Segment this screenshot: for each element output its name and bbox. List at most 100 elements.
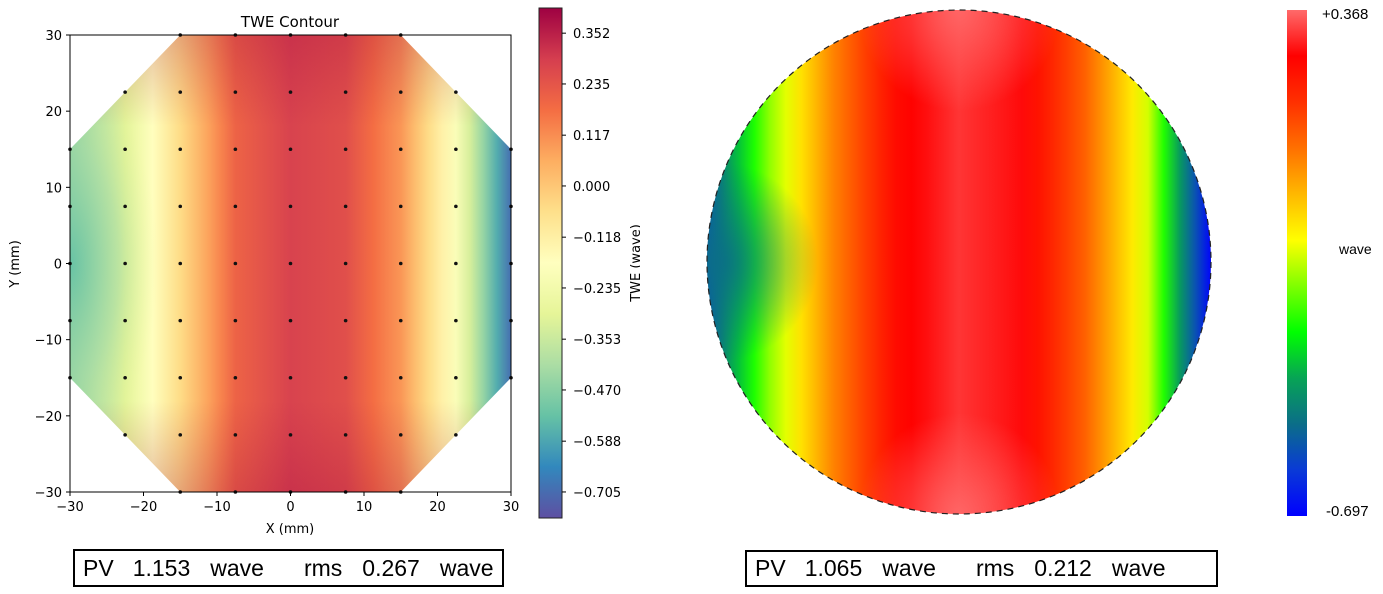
- colorbar-max-label: +0.368: [1322, 6, 1369, 23]
- sample-point: [123, 318, 127, 323]
- pv-label: PV: [755, 555, 786, 581]
- sample-point: [343, 261, 348, 266]
- right-stats-box: PV 1.065 wave rms 0.212 wave: [745, 550, 1218, 587]
- colorbar-unit-label: wave: [1339, 241, 1372, 257]
- x-axis-label: X (mm): [266, 522, 315, 537]
- x-axis: −30 −20 −10 0 10 20 30: [56, 492, 519, 515]
- sample-point: [454, 147, 458, 152]
- sample-point: [288, 375, 293, 380]
- pv-unit: wave: [882, 555, 936, 581]
- y-tick-label: −10: [35, 334, 62, 349]
- x-tick-label: −10: [203, 500, 230, 515]
- sample-point: [343, 147, 348, 152]
- rms-unit: wave: [1111, 555, 1166, 581]
- y-axis-label: Y (mm): [8, 240, 23, 289]
- rms-unit: wave: [439, 554, 494, 581]
- colorbar-tick-label: 0.235: [573, 78, 610, 93]
- colorbar-tick-label: 0.352: [573, 27, 610, 42]
- plot-area: −30 −20 −10 0 10 20 30 −30 −20 −10 0 10 20 30: [35, 29, 520, 515]
- y-tick-label: −20: [35, 410, 62, 425]
- y-tick-label: 30: [45, 29, 62, 44]
- colorbar-tick-label: 0.000: [573, 180, 610, 195]
- colorbar-label: TWE (wave): [629, 224, 640, 303]
- sample-point: [233, 375, 238, 380]
- pv-value: 1.153: [132, 554, 191, 581]
- colorbar-tick-label: −0.118: [573, 231, 621, 246]
- wavefront-disc: [707, 10, 1211, 514]
- pv-unit: wave: [210, 554, 264, 581]
- sample-point: [123, 261, 127, 266]
- rms-label: rms: [975, 555, 1015, 581]
- sample-point: [454, 204, 458, 209]
- pv-label: PV: [83, 554, 114, 581]
- colorbar-min-label: -0.697: [1326, 503, 1369, 520]
- colorbar: 0.352 0.235 0.117 0.000 −0.118 −0.235 −0.353 −0…: [538, 7, 640, 519]
- colorbar-tick-label: −0.470: [573, 384, 621, 399]
- sample-point: [343, 375, 348, 380]
- sample-point: [288, 204, 293, 209]
- sample-point: [178, 261, 183, 266]
- sample-point: [233, 204, 238, 209]
- x-tick-label: −30: [56, 500, 83, 515]
- sample-point: [178, 375, 183, 380]
- sample-point: [454, 318, 458, 323]
- sample-point: [123, 433, 127, 437]
- colorbar-tick-label: −0.235: [573, 282, 621, 297]
- pv-value: 1.065: [804, 555, 863, 581]
- sample-point: [343, 318, 348, 323]
- sample-point: [343, 204, 348, 209]
- sample-point: [454, 90, 458, 94]
- sample-point: [454, 433, 458, 437]
- sample-point: [123, 90, 127, 94]
- x-tick-label: 0: [286, 500, 294, 515]
- sample-point: [233, 261, 238, 266]
- sample-point: [178, 90, 183, 94]
- y-tick-label: 20: [45, 105, 62, 120]
- colorbar-ticks: 0.352 0.235 0.117 0.000 −0.118 −0.235 −0.353 −0…: [562, 27, 621, 501]
- colorbar-tick-label: 0.117: [573, 129, 610, 144]
- colorbar-tick-label: −0.705: [573, 486, 621, 501]
- sample-point: [454, 261, 458, 266]
- left-stats-box: PV 1.153 wave rms 0.267 wave: [73, 549, 504, 587]
- sample-point: [178, 204, 183, 209]
- sample-point: [398, 90, 403, 94]
- sample-point: [123, 375, 127, 380]
- rms-value: 0.212: [1034, 555, 1092, 581]
- sample-point: [343, 433, 348, 437]
- sample-point: [123, 204, 127, 209]
- chart-title: TWE Contour: [240, 13, 340, 31]
- x-tick-label: 10: [356, 500, 373, 515]
- sample-point: [343, 90, 348, 94]
- sample-point: [233, 318, 238, 323]
- wavefront-bottom-peak: [707, 10, 1211, 514]
- x-tick-label: 30: [503, 500, 520, 515]
- rms-value: 0.267: [362, 554, 420, 581]
- y-tick-label: −30: [35, 486, 62, 501]
- interferogram-map: [706, 9, 1307, 516]
- sample-point: [398, 147, 403, 152]
- sample-point: [233, 90, 238, 94]
- sample-point: [178, 433, 183, 437]
- y-tick-label: 0: [54, 258, 62, 273]
- sample-point: [398, 261, 403, 266]
- sample-point: [398, 318, 403, 323]
- sample-point: [288, 433, 293, 437]
- rms-label: rms: [303, 554, 343, 581]
- sample-point: [454, 375, 458, 380]
- y-axis: −30 −20 −10 0 10 20 30: [35, 29, 70, 501]
- x-tick-label: −20: [130, 500, 157, 515]
- colorbar-tick-label: −0.588: [573, 435, 621, 450]
- sample-point: [398, 433, 403, 437]
- colorbar-tick-label: −0.353: [573, 333, 621, 348]
- sample-point: [288, 147, 293, 152]
- sample-point: [123, 147, 127, 152]
- colorbar-gradient: [1287, 10, 1307, 516]
- sample-point: [398, 375, 403, 380]
- sample-point: [288, 261, 293, 266]
- aperture-edge: [706, 9, 1212, 515]
- sample-point: [233, 147, 238, 152]
- sample-point: [233, 433, 238, 437]
- sample-point: [288, 318, 293, 323]
- sample-point: [178, 147, 183, 152]
- colorbar-gradient: [538, 7, 563, 519]
